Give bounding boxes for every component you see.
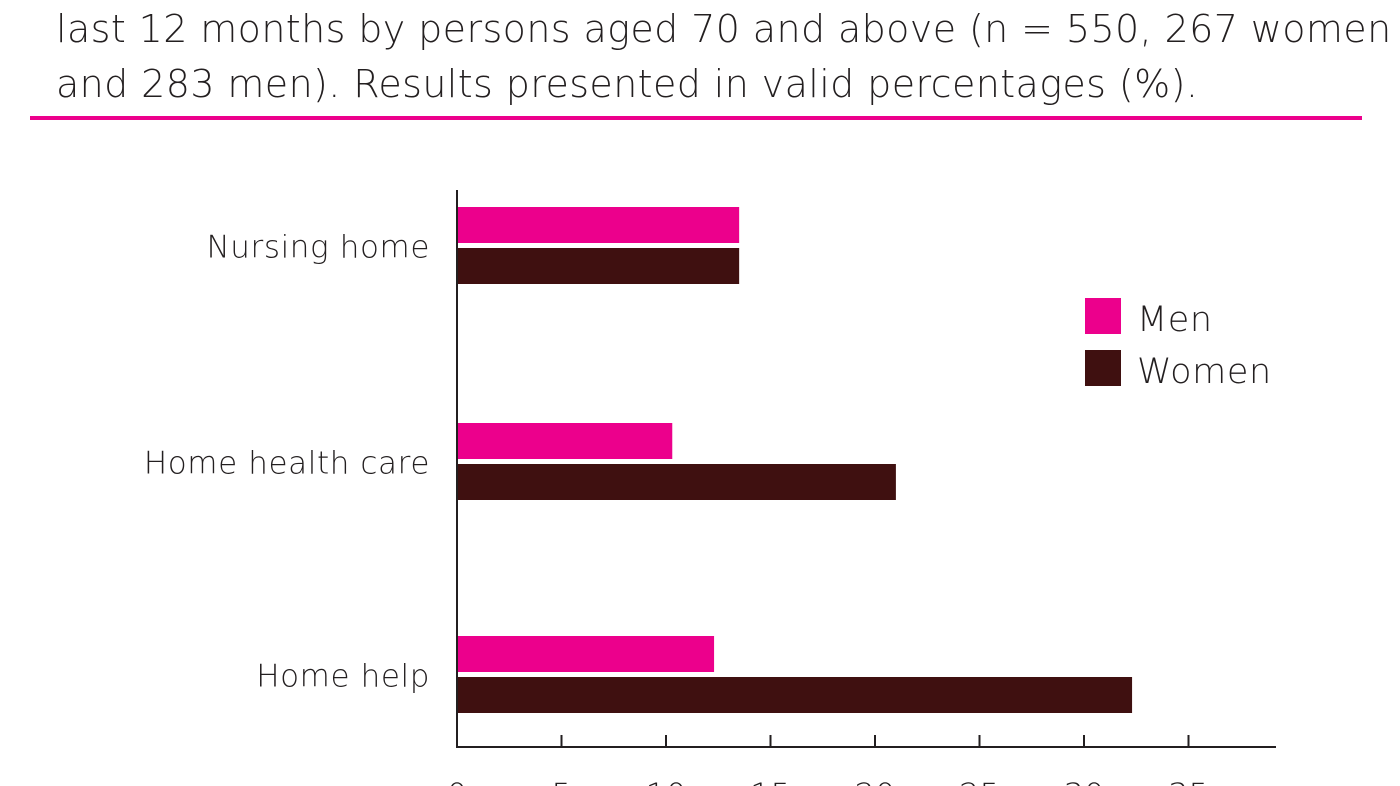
x-tick-label: 15 xyxy=(750,776,791,786)
x-tick-label: 20 xyxy=(855,776,896,786)
x-tick-label: 25 xyxy=(959,776,1000,786)
category-labels-group: Nursing home Home health care Home help xyxy=(144,230,430,695)
x-tick-label: 35 xyxy=(1168,776,1209,786)
bars-group xyxy=(457,207,1133,713)
bar-women-nursing-home xyxy=(457,248,740,284)
axes-group xyxy=(456,190,1276,748)
caption-divider xyxy=(30,116,1362,120)
figure-caption: last 12 months by persons aged 70 and ab… xyxy=(56,2,1392,112)
x-ticks-group: 0 5 10 15 20 25 30 35 xyxy=(447,735,1209,786)
x-tick-label: 0 xyxy=(447,776,467,786)
bar-men-nursing-home xyxy=(457,207,740,243)
bar-women-home-help xyxy=(457,677,1133,713)
caption-line-1: last 12 months by persons aged 70 and ab… xyxy=(56,7,1392,51)
caption-line-2: and 283 men). Results presented in valid… xyxy=(56,62,1199,106)
legend-swatch-women xyxy=(1085,350,1121,386)
x-tick-label: 5 xyxy=(551,776,571,786)
x-tick-label: 30 xyxy=(1064,776,1105,786)
legend-label-men: Men xyxy=(1137,300,1213,340)
category-label: Home health care xyxy=(144,446,430,482)
bar-men-home-health-care xyxy=(457,423,673,459)
legend-label-women: Women xyxy=(1137,352,1272,392)
legend-swatch-men xyxy=(1085,298,1121,334)
bar-women-home-health-care xyxy=(457,464,896,500)
bar-men-home-help xyxy=(457,636,715,672)
x-tick-label: 10 xyxy=(646,776,687,786)
category-label: Home help xyxy=(256,659,430,695)
legend: Men Women xyxy=(1085,298,1272,392)
category-label: Nursing home xyxy=(206,230,430,266)
